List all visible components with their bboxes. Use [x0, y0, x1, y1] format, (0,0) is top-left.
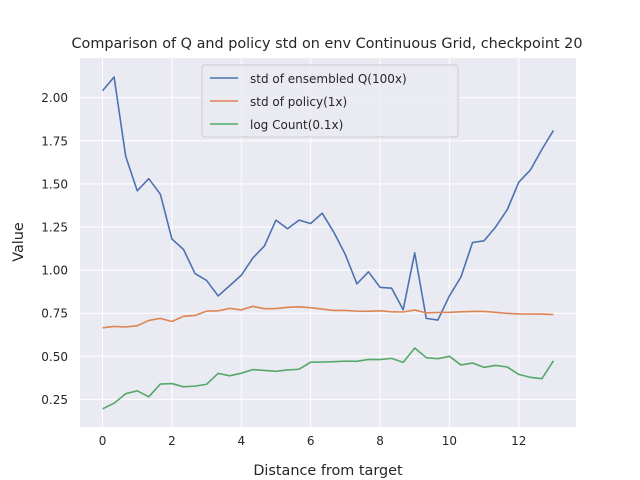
y-tick-label: 1.50 [41, 177, 68, 191]
axis-ticks: 0 2 4 6 8 10 12 0.25 0.50 0.75 1.00 1.25 1.50 1.75 2.0… [41, 91, 526, 448]
series-line-2 [102, 305, 554, 329]
x-tick-label: 4 [237, 434, 245, 448]
y-tick-label: 0.75 [41, 307, 68, 321]
legend-label: std of ensembled Q(100x) [250, 72, 407, 86]
y-tick-label: 2.00 [41, 91, 68, 105]
legend: std of ensembled Q(100x) std of policy(1x… [201, 64, 459, 138]
legend-label: log Count(0.1x) [250, 118, 343, 132]
y-tick-label: 1.00 [41, 264, 68, 278]
legend-box [201, 64, 459, 138]
y-tick-label: 0.25 [41, 393, 68, 407]
series-line-3 [102, 347, 555, 410]
legend-label: std of policy(1x) [250, 95, 347, 109]
x-tick-label: 0 [99, 434, 107, 448]
y-tick-label: 1.25 [41, 220, 68, 234]
x-tick-label: 10 [442, 434, 457, 448]
x-tick-label: 6 [307, 434, 315, 448]
chart-title: Comparison of Q and policy std on env Co… [71, 36, 582, 52]
series-line-1 [101, 76, 555, 321]
y-tick-label: 0.50 [41, 350, 68, 364]
y-axis-label: Value [11, 222, 27, 262]
x-tick-label: 2 [168, 434, 176, 448]
y-tick-label: 1.75 [41, 134, 68, 148]
series-lines [101, 76, 555, 410]
x-axis-label: Distance from target [253, 463, 403, 479]
x-tick-label: 8 [376, 434, 384, 448]
x-tick-label: 12 [511, 434, 526, 448]
